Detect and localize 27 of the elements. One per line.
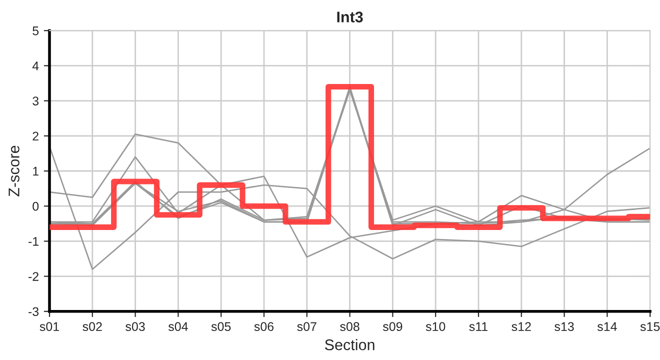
x-tick-label: s11: [469, 322, 488, 331]
y-tick-label: 2: [32, 132, 38, 140]
x-tick-label: s08: [340, 322, 360, 331]
y-tick-label: -3: [28, 307, 39, 316]
x-tick-label: s15: [640, 322, 660, 331]
x-tick-label: s14: [597, 322, 617, 331]
x-tick-label: s13: [554, 322, 574, 331]
x-tick-label: s07: [297, 322, 316, 331]
y-tick-label: -2: [28, 272, 38, 281]
x-tick-label: s06: [254, 322, 274, 331]
y-tick-label: -1: [28, 237, 38, 246]
y-axis-title: Z-score: [8, 146, 20, 196]
y-tick-label: 1: [33, 166, 38, 176]
x-tick-label: s05: [211, 322, 231, 331]
y-tick-label: 5: [32, 26, 39, 36]
x-tick-label: s10: [426, 322, 446, 331]
x-tick-label: s12: [512, 322, 531, 331]
x-tick-label: s09: [382, 322, 402, 331]
y-tick-label: 3: [32, 96, 39, 106]
y-tick-label: 4: [32, 62, 39, 70]
x-tick-label: s03: [126, 322, 145, 331]
chart-title: Int3: [337, 12, 363, 22]
x-tick-label: s04: [168, 322, 188, 331]
y-tick-label: 0: [32, 202, 39, 211]
x-axis-title: Section: [325, 339, 374, 350]
x-tick-label: s02: [82, 322, 102, 331]
x-tick-label: s01: [40, 322, 59, 331]
